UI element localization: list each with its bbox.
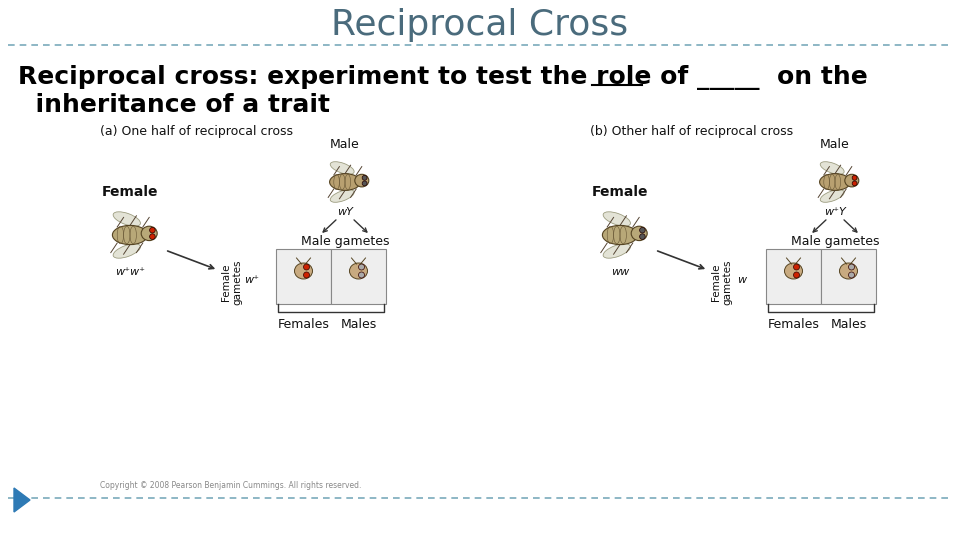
Ellipse shape [355, 174, 369, 187]
Ellipse shape [362, 176, 367, 180]
Ellipse shape [358, 272, 365, 278]
Ellipse shape [358, 264, 365, 270]
Text: w⁺: w⁺ [245, 275, 259, 285]
Ellipse shape [603, 225, 637, 245]
Text: Male gametes: Male gametes [300, 235, 389, 248]
Text: ww: ww [611, 267, 629, 277]
Ellipse shape [794, 272, 800, 278]
Circle shape [854, 252, 874, 272]
Text: Male: Male [330, 138, 360, 152]
Text: w⁺: w⁺ [799, 257, 813, 267]
Text: Reciprocal Cross: Reciprocal Cross [331, 8, 629, 42]
Text: Female: Female [102, 185, 158, 199]
Text: Males: Males [341, 318, 376, 331]
Ellipse shape [852, 176, 857, 180]
Ellipse shape [852, 181, 857, 186]
Text: Male: Male [820, 138, 850, 152]
Ellipse shape [113, 244, 140, 258]
Ellipse shape [632, 226, 647, 241]
Text: (a) One half of reciprocal cross: (a) One half of reciprocal cross [100, 125, 293, 138]
Text: (b) Other half of reciprocal cross: (b) Other half of reciprocal cross [590, 125, 793, 138]
Ellipse shape [839, 263, 857, 279]
Text: wY: wY [841, 291, 856, 301]
Text: Males: Males [830, 318, 867, 331]
Text: inheritance of a trait: inheritance of a trait [18, 93, 330, 117]
Ellipse shape [330, 161, 354, 174]
FancyBboxPatch shape [331, 249, 386, 304]
Text: w⁺w⁺: w⁺w⁺ [115, 267, 145, 277]
FancyBboxPatch shape [821, 249, 876, 304]
Text: Female
gametes: Female gametes [221, 259, 243, 305]
Ellipse shape [150, 234, 156, 239]
Ellipse shape [820, 161, 844, 174]
Text: w: w [737, 275, 747, 285]
Circle shape [796, 252, 816, 272]
Ellipse shape [141, 226, 157, 241]
Ellipse shape [639, 234, 645, 239]
Ellipse shape [303, 264, 309, 270]
Text: w⁺w: w⁺w [782, 291, 804, 301]
Text: w: w [311, 257, 321, 267]
Text: Reciprocal cross: experiment to test the role of _____  on the: Reciprocal cross: experiment to test the… [18, 65, 868, 91]
Ellipse shape [150, 227, 156, 233]
Ellipse shape [603, 244, 631, 258]
Ellipse shape [849, 264, 854, 270]
Text: Female: Female [591, 185, 648, 199]
Text: Male gametes: Male gametes [791, 235, 879, 248]
Polygon shape [14, 488, 30, 512]
FancyBboxPatch shape [766, 249, 821, 304]
Text: wY: wY [337, 207, 353, 217]
Text: w⁺Y: w⁺Y [348, 291, 369, 301]
Text: Y: Y [860, 257, 868, 267]
Ellipse shape [820, 173, 851, 191]
Text: w⁺Y: w⁺Y [824, 207, 846, 217]
Ellipse shape [820, 190, 844, 202]
Ellipse shape [295, 263, 313, 279]
Ellipse shape [362, 181, 367, 186]
Ellipse shape [349, 263, 368, 279]
Text: Females: Females [277, 318, 329, 331]
Text: Copyright © 2008 Pearson Benjamin Cummings. All rights reserved.: Copyright © 2008 Pearson Benjamin Cummin… [100, 481, 361, 489]
Text: Y: Y [371, 257, 377, 267]
Circle shape [364, 252, 384, 272]
Text: Females: Females [768, 318, 820, 331]
Ellipse shape [303, 272, 309, 278]
Ellipse shape [784, 263, 803, 279]
Ellipse shape [849, 272, 854, 278]
Ellipse shape [329, 173, 360, 191]
Ellipse shape [113, 212, 140, 226]
Ellipse shape [845, 174, 859, 187]
Ellipse shape [603, 212, 631, 226]
Text: Female
gametes: Female gametes [711, 259, 732, 305]
Text: w⁺w: w⁺w [292, 291, 315, 301]
Ellipse shape [330, 190, 354, 202]
Circle shape [306, 252, 326, 272]
Ellipse shape [794, 264, 800, 270]
Ellipse shape [639, 227, 645, 233]
FancyBboxPatch shape [276, 249, 331, 304]
Ellipse shape [112, 225, 148, 245]
